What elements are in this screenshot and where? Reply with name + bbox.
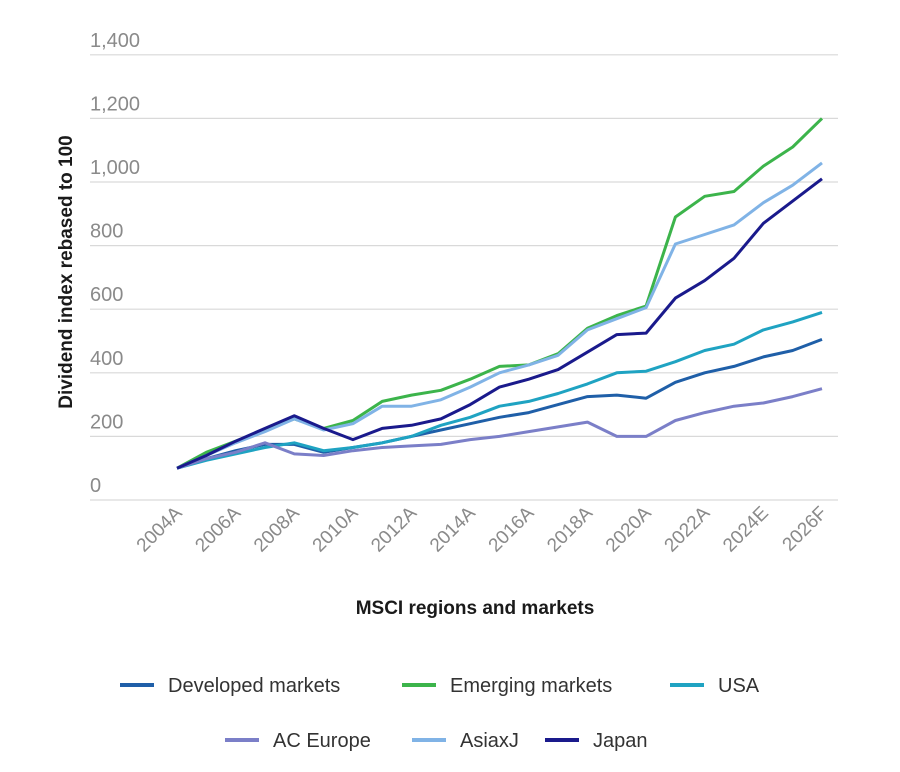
series-line-asiaxj: [176, 161, 823, 470]
y-tick-label: 1,400: [90, 30, 140, 52]
x-tick-label: 2008A: [250, 502, 304, 556]
y-tick-label: 800: [90, 221, 123, 243]
x-tick-label: 2004A: [133, 502, 187, 556]
series-line-japan: [176, 177, 823, 470]
legend-item: AsiaxJ: [412, 730, 519, 752]
x-tick-label: 2006A: [191, 502, 245, 556]
series-line-emerging-markets: [176, 117, 824, 470]
x-tick-label: 2010A: [309, 502, 363, 556]
y-tick-label: 200: [90, 411, 123, 433]
y-tick-label: 0: [90, 475, 101, 497]
legend-label: USA: [718, 675, 760, 697]
x-tick-label: 2024E: [719, 503, 773, 557]
legend-item: Japan: [545, 730, 648, 752]
x-tick-label: 2022A: [661, 502, 715, 556]
legend-label: AsiaxJ: [460, 730, 519, 752]
y-tick-label: 600: [90, 284, 123, 306]
x-axis-title: MSCI regions and markets: [356, 598, 595, 619]
legend-label: Emerging markets: [450, 675, 612, 697]
y-tick-label: 400: [90, 348, 123, 370]
series-line-usa: [176, 310, 823, 470]
legend-label: Developed markets: [168, 675, 340, 697]
legend-label: Japan: [593, 730, 648, 752]
series-line-developed-markets: [176, 337, 823, 470]
series-line-ac-europe: [176, 387, 823, 470]
x-tick-label: 2014A: [426, 502, 480, 556]
legend-label: AC Europe: [273, 730, 371, 752]
x-tick-label: 2016A: [485, 502, 539, 556]
y-tick-label: 1,200: [90, 93, 140, 115]
x-tick-label: 2012A: [367, 502, 421, 556]
x-tick-label: 2018A: [543, 502, 597, 556]
x-tick-label: 2026F: [779, 503, 832, 556]
legend-item: AC Europe: [225, 730, 371, 752]
legend-item: Developed markets: [120, 675, 340, 697]
x-tick-label: 2020A: [602, 502, 656, 556]
y-axis-title: Dividend index rebased to 100: [56, 135, 77, 408]
y-tick-label: 1,000: [90, 157, 140, 179]
legend-item: Emerging markets: [402, 675, 612, 697]
legend-item: USA: [670, 675, 760, 697]
